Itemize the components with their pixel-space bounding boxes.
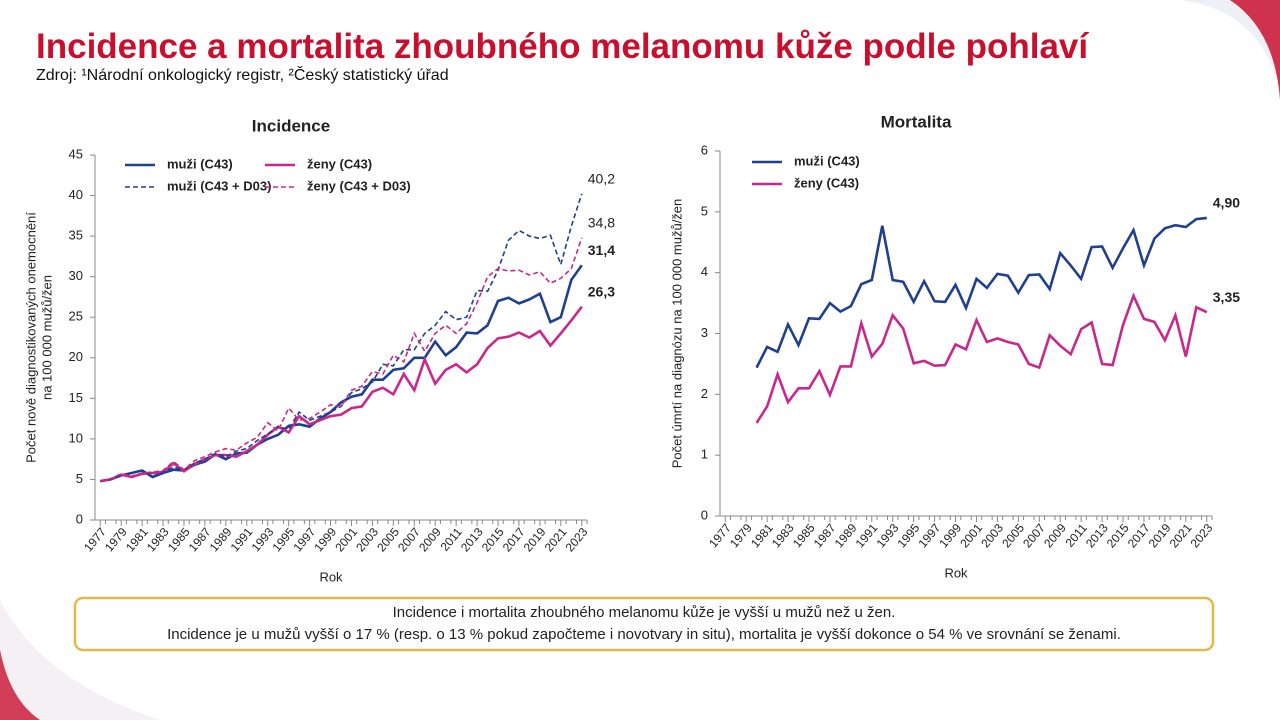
- x-tick-label: 2005: [374, 525, 402, 555]
- x-tick-label: 1979: [102, 525, 130, 555]
- x-tick-label: 2007: [395, 525, 423, 555]
- decor: [0, 650, 40, 720]
- x-tick-label: 1983: [144, 525, 172, 555]
- note-line: Incidence je u mužů vyšší o 17 % (resp. …: [167, 626, 1121, 643]
- y-axis-label: Počet úmrtí na diagnózu na 100 000 mužů/…: [669, 199, 684, 469]
- x-tick-label: 2011: [438, 525, 466, 554]
- x-tick-label: 1991: [228, 525, 256, 555]
- y-tick-label: 35: [69, 228, 83, 243]
- y-tick-label: 0: [76, 511, 83, 526]
- y-tick-label: 0: [701, 507, 708, 522]
- data-label: 34,8: [588, 214, 615, 230]
- x-tick-label: 2021: [542, 525, 570, 555]
- data-label: 3,35: [1213, 289, 1240, 305]
- series-line: [755, 216, 1207, 369]
- series-line: [99, 264, 583, 483]
- x-tick-label: 2023: [1188, 521, 1216, 551]
- x-tick-label: 2023: [563, 525, 591, 555]
- y-tick-label: 5: [76, 471, 83, 486]
- y-axis-label: na 100 000 mužů/žen: [39, 275, 54, 400]
- x-axis-label: Rok: [944, 565, 968, 580]
- x-tick-label: 1983: [769, 521, 797, 551]
- x-tick-label: 1997: [290, 525, 318, 555]
- x-tick-label: 1987: [811, 521, 839, 551]
- legend-label: muži (C43 + D03): [167, 178, 271, 193]
- note-line: Incidence i mortalita zhoubného melanomu…: [393, 604, 896, 621]
- y-tick-label: 25: [69, 309, 83, 324]
- y-tick-label: 6: [701, 142, 708, 157]
- legend-label: ženy (C43): [307, 156, 372, 171]
- x-tick-label: 2013: [1083, 521, 1111, 551]
- x-tick-label: 2021: [1167, 521, 1195, 551]
- y-tick-label: 15: [69, 390, 83, 405]
- x-tick-label: 1989: [207, 525, 235, 555]
- x-tick-label: 1977: [81, 525, 109, 555]
- x-tick-label: 1985: [790, 521, 818, 551]
- x-tick-label: 1993: [874, 521, 902, 551]
- legend-label: ženy (C43 + D03): [307, 178, 411, 193]
- x-tick-label: 2017: [500, 525, 528, 555]
- source: Zdroj: ¹Národní onkologický registr, ²Če…: [36, 65, 449, 84]
- x-tick-label: 2011: [1063, 521, 1091, 550]
- x-tick-label: 1995: [269, 525, 297, 555]
- x-tick-label: 2005: [999, 521, 1027, 551]
- x-tick-label: 2003: [353, 525, 381, 555]
- data-label: 4,90: [1213, 195, 1240, 211]
- x-tick-label: 1995: [894, 521, 922, 551]
- x-tick-label: 2015: [1104, 521, 1132, 551]
- y-tick-label: 4: [701, 264, 708, 279]
- y-tick-label: 3: [701, 325, 708, 340]
- y-tick-label: 5: [701, 203, 708, 218]
- x-tick-label: 2009: [416, 525, 444, 555]
- series-line: [99, 305, 583, 483]
- series-line: [100, 193, 583, 482]
- legend-label: muži (C43): [167, 156, 233, 171]
- x-tick-label: 2019: [1146, 521, 1174, 551]
- x-tick-label: 1979: [727, 521, 755, 551]
- data-label: 26,3: [588, 283, 615, 299]
- x-tick-label: 2001: [957, 521, 985, 551]
- chart-title: Mortalita: [881, 112, 952, 131]
- legend-label: muži (C43): [794, 153, 860, 168]
- x-tick-label: 2013: [458, 525, 486, 555]
- data-label: 40,2: [588, 171, 615, 187]
- x-tick-label: 2001: [332, 525, 360, 555]
- series-line: [100, 237, 583, 482]
- x-tick-label: 2007: [1020, 521, 1048, 551]
- chart-title: Incidence: [252, 116, 330, 135]
- x-tick-label: 2017: [1125, 521, 1153, 551]
- x-tick-label: 2009: [1041, 521, 1069, 551]
- y-tick-label: 2: [701, 386, 708, 401]
- x-tick-label: 1977: [706, 521, 734, 551]
- y-tick-label: 30: [69, 268, 83, 283]
- series-line: [755, 292, 1208, 424]
- x-tick-label: 1997: [915, 521, 943, 551]
- y-tick-label: 40: [69, 187, 83, 202]
- x-tick-label: 1989: [832, 521, 860, 551]
- y-tick-label: 45: [69, 146, 83, 161]
- x-tick-label: 1981: [748, 521, 776, 551]
- data-label: 31,4: [588, 242, 615, 258]
- decor: [1230, 0, 1280, 100]
- decor: [0, 600, 160, 720]
- x-tick-label: 2003: [978, 521, 1006, 551]
- y-axis-label: Počet nově diagnostikovaných onemocnění: [23, 212, 38, 463]
- y-tick-label: 10: [69, 430, 83, 445]
- x-tick-label: 2015: [479, 525, 507, 555]
- x-axis-label: Rok: [319, 569, 343, 584]
- y-tick-label: 1: [701, 447, 708, 462]
- x-tick-label: 1993: [249, 525, 277, 555]
- legend-label: ženy (C43): [794, 175, 859, 190]
- x-tick-label: 1991: [853, 521, 881, 551]
- x-tick-label: 1987: [186, 525, 214, 555]
- x-tick-label: 1999: [936, 521, 964, 551]
- x-tick-label: 2019: [521, 525, 549, 555]
- note-box: [73, 596, 1215, 652]
- x-tick-label: 1985: [165, 525, 193, 555]
- x-tick-label: 1999: [311, 525, 339, 555]
- x-tick-label: 1981: [123, 525, 151, 555]
- slide-title: Incidence a mortalita zhoubného melanomu…: [36, 27, 1089, 66]
- y-tick-label: 20: [69, 349, 83, 364]
